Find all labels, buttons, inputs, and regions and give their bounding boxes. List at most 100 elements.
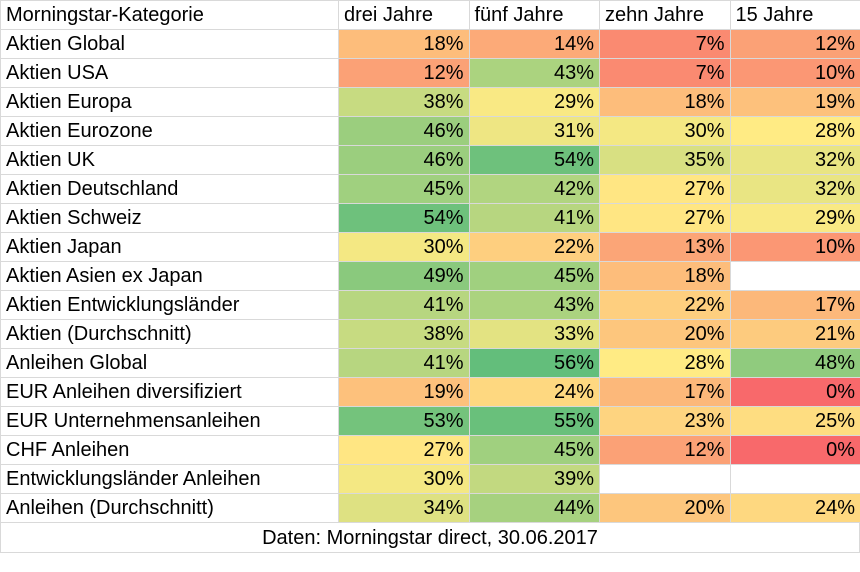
heatmap-cell: 41%	[338, 348, 470, 378]
heatmap-cell: 41%	[468, 203, 600, 233]
table-row: Aktien Global 18% 14% 7% 12%	[0, 29, 860, 59]
heatmap-cell: 0%	[729, 377, 860, 407]
table-row: Aktien Deutschland 45% 42% 27% 32%	[0, 174, 860, 204]
row-label: Aktien Japan	[0, 232, 339, 262]
heatmap-cell: 30%	[338, 464, 470, 494]
heatmap-cell: 32%	[729, 174, 860, 204]
heatmap-cell: 14%	[468, 29, 600, 59]
table-row: Entwicklungsländer Anleihen 30% 39%	[0, 464, 860, 494]
row-label: Anleihen Global	[0, 348, 339, 378]
heatmap-cell: 12%	[338, 58, 470, 88]
table-row: EUR Anleihen diversifiziert 19% 24% 17% 0%	[0, 377, 860, 407]
row-label: Aktien UK	[0, 145, 339, 175]
heatmap-cell: 41%	[338, 290, 470, 320]
heatmap-cell: 24%	[729, 493, 860, 523]
row-label: Aktien USA	[0, 58, 339, 88]
heatmap-cell: 25%	[729, 406, 860, 436]
heatmap-cell: 12%	[729, 29, 860, 59]
heatmap-cell: 29%	[729, 203, 860, 233]
column-header: fünf Jahre	[468, 0, 600, 30]
heatmap-cell: 27%	[599, 203, 731, 233]
heatmap-cell: 55%	[468, 406, 600, 436]
heatmap-cell: 38%	[338, 87, 470, 117]
row-label: Entwicklungsländer Anleihen	[0, 464, 339, 494]
heatmap-cell: 10%	[729, 58, 860, 88]
heatmap-cell: 33%	[468, 319, 600, 349]
heatmap-cell: 43%	[468, 58, 600, 88]
heatmap-cell: 7%	[599, 58, 731, 88]
heatmap-cell: 23%	[599, 406, 731, 436]
heatmap-cell: 56%	[468, 348, 600, 378]
column-header: Morningstar-Kategorie	[0, 0, 339, 30]
heatmap-cell: 53%	[338, 406, 470, 436]
heatmap-cell: 44%	[468, 493, 600, 523]
heatmap-cell: 46%	[338, 116, 470, 146]
row-label: Aktien Asien ex Japan	[0, 261, 339, 291]
table-row: EUR Unternehmensanleihen 53% 55% 23% 25%	[0, 406, 860, 436]
heatmap-cell: 19%	[729, 87, 860, 117]
row-label: EUR Unternehmensanleihen	[0, 406, 339, 436]
row-label: Aktien Europa	[0, 87, 339, 117]
row-label: CHF Anleihen	[0, 435, 339, 465]
heatmap-cell: 43%	[468, 290, 600, 320]
heatmap-cell: 18%	[599, 261, 731, 291]
heatmap-cell: 0%	[729, 435, 860, 465]
table-row: CHF Anleihen 27% 45% 12% 0%	[0, 435, 860, 465]
row-label: Aktien (Durchschnitt)	[0, 319, 339, 349]
heatmap-cell: 38%	[338, 319, 470, 349]
heatmap-cell: 22%	[599, 290, 731, 320]
row-label: Aktien Eurozone	[0, 116, 339, 146]
heatmap-cell: 20%	[599, 493, 731, 523]
heatmap-cell: 30%	[599, 116, 731, 146]
table-body: Aktien Global 18% 14% 7% 12% Aktien USA 12% 43%…	[0, 29, 860, 523]
heatmap-cell: 46%	[338, 145, 470, 175]
heatmap-cell: 20%	[599, 319, 731, 349]
source-footer: Daten: Morningstar direct, 30.06.2017	[0, 523, 860, 553]
table-row: Aktien USA 12% 43% 7% 10%	[0, 58, 860, 88]
column-header: 15 Jahre	[729, 0, 860, 30]
heatmap-cell: 19%	[338, 377, 470, 407]
heatmap-cell: 22%	[468, 232, 600, 262]
table-row: Aktien Asien ex Japan 49% 45% 18%	[0, 261, 860, 291]
heatmap-cell: 21%	[729, 319, 860, 349]
heatmap-cell: 45%	[468, 261, 600, 291]
heatmap-cell: 30%	[338, 232, 470, 262]
row-label: Aktien Global	[0, 29, 339, 59]
row-label: Aktien Schweiz	[0, 203, 339, 233]
heatmap-cell: 28%	[729, 116, 860, 146]
table-row: Anleihen Global 41% 56% 28% 48%	[0, 348, 860, 378]
heatmap-cell: 13%	[599, 232, 731, 262]
heatmap-cell: 17%	[599, 377, 731, 407]
table-row: Aktien Europa 38% 29% 18% 19%	[0, 87, 860, 117]
heatmap-cell: 12%	[599, 435, 731, 465]
heatmap-cell: 34%	[338, 493, 470, 523]
table-row: Anleihen (Durchschnitt) 34% 44% 20% 24%	[0, 493, 860, 523]
heatmap-cell: 27%	[599, 174, 731, 204]
row-label: EUR Anleihen diversifiziert	[0, 377, 339, 407]
heatmap-cell: 31%	[468, 116, 600, 146]
table-row: Aktien Schweiz 54% 41% 27% 29%	[0, 203, 860, 233]
heatmap-cell	[729, 464, 860, 494]
column-header: drei Jahre	[338, 0, 470, 30]
heatmap-cell: 18%	[599, 87, 731, 117]
heatmap-cell: 27%	[338, 435, 470, 465]
row-label: Aktien Deutschland	[0, 174, 339, 204]
heatmap-cell: 24%	[468, 377, 600, 407]
heatmap-cell: 10%	[729, 232, 860, 262]
heatmap-cell: 45%	[468, 435, 600, 465]
row-label: Anleihen (Durchschnitt)	[0, 493, 339, 523]
table-row: Aktien (Durchschnitt) 38% 33% 20% 21%	[0, 319, 860, 349]
table-row: Aktien Entwicklungsländer 41% 43% 22% 17%	[0, 290, 860, 320]
heatmap-cell	[599, 464, 731, 494]
heatmap-table: Morningstar-Kategorie drei Jahre fünf Ja…	[0, 0, 860, 523]
heatmap-cell: 17%	[729, 290, 860, 320]
heatmap-cell: 45%	[338, 174, 470, 204]
heatmap-cell: 35%	[599, 145, 731, 175]
heatmap-cell: 28%	[599, 348, 731, 378]
column-header: zehn Jahre	[599, 0, 731, 30]
heatmap-cell: 29%	[468, 87, 600, 117]
heatmap-cell: 42%	[468, 174, 600, 204]
heatmap-cell: 32%	[729, 145, 860, 175]
heatmap-cell: 48%	[729, 348, 860, 378]
heatmap-cell: 49%	[338, 261, 470, 291]
